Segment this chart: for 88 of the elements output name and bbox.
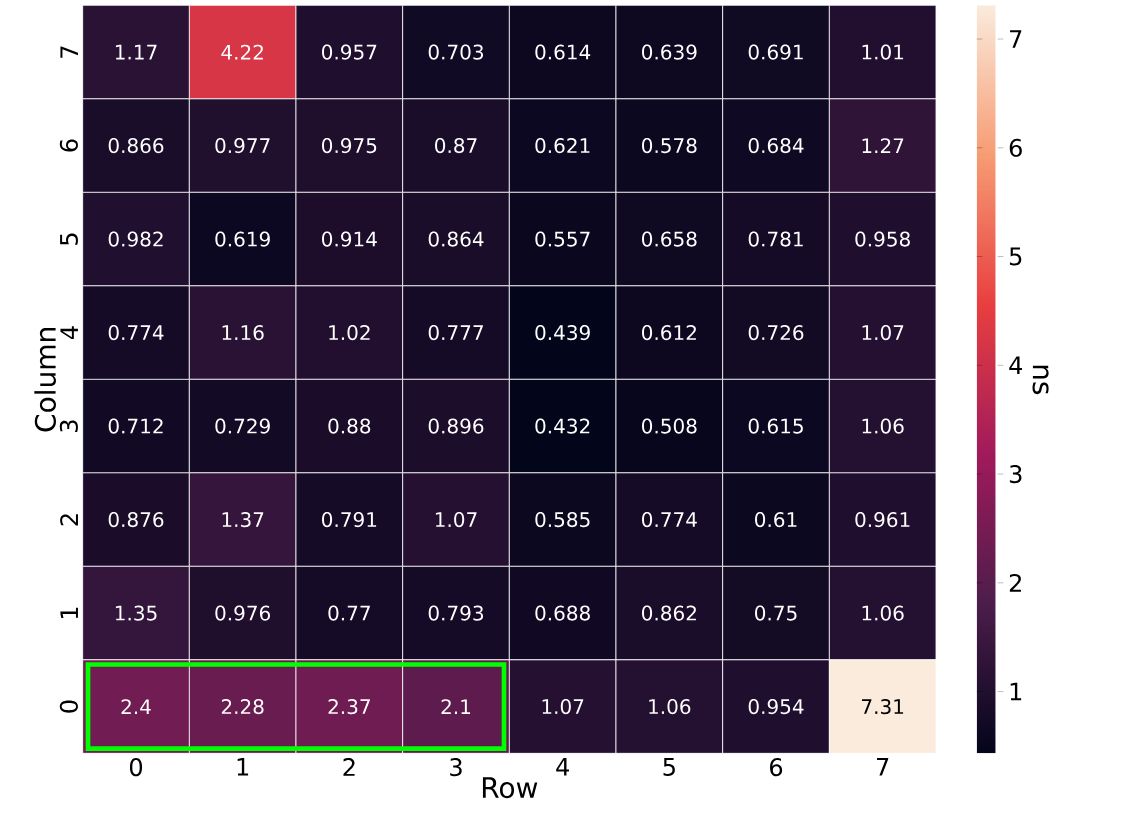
y-tick-label: 6 [59,139,78,152]
color-bar-label: 7 [1010,30,1022,48]
data-label: 0.954 [748,699,804,715]
data-label: 1.06 [862,605,904,621]
y-tick-label: 2 [60,514,78,526]
data-label: 0.957 [322,44,377,60]
y-axis-title: Column [34,328,56,432]
data-label: 0.87 [435,138,477,154]
y-tick-label: 1 [60,607,78,619]
color-bar-label: 5 [1009,247,1022,266]
data-label: 1.07 [542,699,584,715]
data-label: 1.07 [435,512,477,528]
y-tick-label: 4 [60,326,78,340]
x-tick-label: 0 [129,758,143,777]
data-label: 0.612 [642,325,696,341]
data-label: 0.791 [322,512,377,528]
color-bar-label: 2 [1009,573,1021,592]
x-tick-label: 2 [343,758,355,776]
data-label: 1.06 [862,418,904,434]
data-label: 0.976 [215,605,271,621]
color-bar-label: 4 [1009,356,1023,375]
y-tick-label: 0 [59,700,78,713]
data-label: 2.1 [441,699,471,715]
data-label: 0.77 [328,605,370,621]
data-label: 0.958 [855,231,910,247]
data-label: 0.621 [535,138,590,154]
data-label: 1.37 [222,512,264,528]
x-tick-label: 6 [770,758,783,777]
data-label: 0.777 [428,325,483,341]
data-label: 0.691 [748,44,803,60]
data-label: 0.688 [535,605,590,621]
data-label: 0.774 [108,325,164,341]
data-label: 0.703 [428,44,484,60]
data-label: 1.02 [329,325,370,341]
data-label: 0.914 [322,231,377,247]
data-label: 0.977 [215,138,270,154]
x-tick-label: 3 [450,758,462,777]
data-label: 0.684 [748,138,804,154]
data-label: 0.578 [642,138,697,154]
y-tick-label: 3 [59,420,78,432]
data-label: 1.01 [862,44,904,60]
data-label: 0.712 [108,418,163,434]
data-label: 0.615 [748,418,803,434]
data-label: 0.793 [428,605,484,621]
color-bar-title: ns [1032,365,1049,395]
y-tick-label: 5 [60,233,78,245]
x-tick-label: 5 [663,758,675,776]
data-label: 0.864 [428,231,484,247]
color-bar-label: 3 [1009,464,1022,484]
data-label: 1.17 [115,44,157,60]
data-label: 0.614 [535,44,591,60]
data-label: 0.619 [215,231,270,247]
data-label: 0.61 [755,512,797,528]
x-tick-label: 4 [556,758,569,776]
data-label: 0.432 [535,418,590,434]
data-label: 2.28 [221,699,264,715]
data-label: 0.75 [755,605,797,621]
x-axis-title: Row [482,777,538,799]
data-label: 0.729 [215,418,270,434]
data-label: 2.4 [121,699,151,715]
data-label: 2.37 [328,699,370,715]
x-tick-label: 7 [876,758,889,776]
data-label: 0.88 [328,418,371,434]
data-label: 0.862 [642,605,696,621]
data-label: 0.439 [535,325,590,341]
data-label: 0.774 [642,512,697,528]
data-label: 0.658 [642,231,697,247]
data-label: 0.781 [748,231,803,247]
data-label: 1.06 [649,699,691,715]
data-label: 0.876 [108,512,164,528]
data-label: 0.961 [855,512,910,528]
data-label: 7.31 [862,699,904,715]
data-label: 0.508 [642,418,697,434]
data-label: 1.35 [115,605,157,621]
data-label: 0.585 [535,512,590,528]
x-tick-label: 1 [237,758,249,776]
data-label: 0.726 [748,325,804,341]
y-tick-label: 7 [60,46,78,58]
data-label: 0.975 [322,138,377,154]
data-label: 0.896 [428,418,484,434]
color-bar-label: 6 [1009,138,1022,157]
data-label: 0.557 [535,231,590,247]
data-label: 0.982 [108,231,163,247]
color-bar-label: 1 [1010,682,1022,701]
data-label: 1.07 [862,325,904,341]
data-label: 1.16 [222,325,264,341]
data-label: 4.22 [221,44,263,60]
data-label: 0.639 [642,44,697,60]
